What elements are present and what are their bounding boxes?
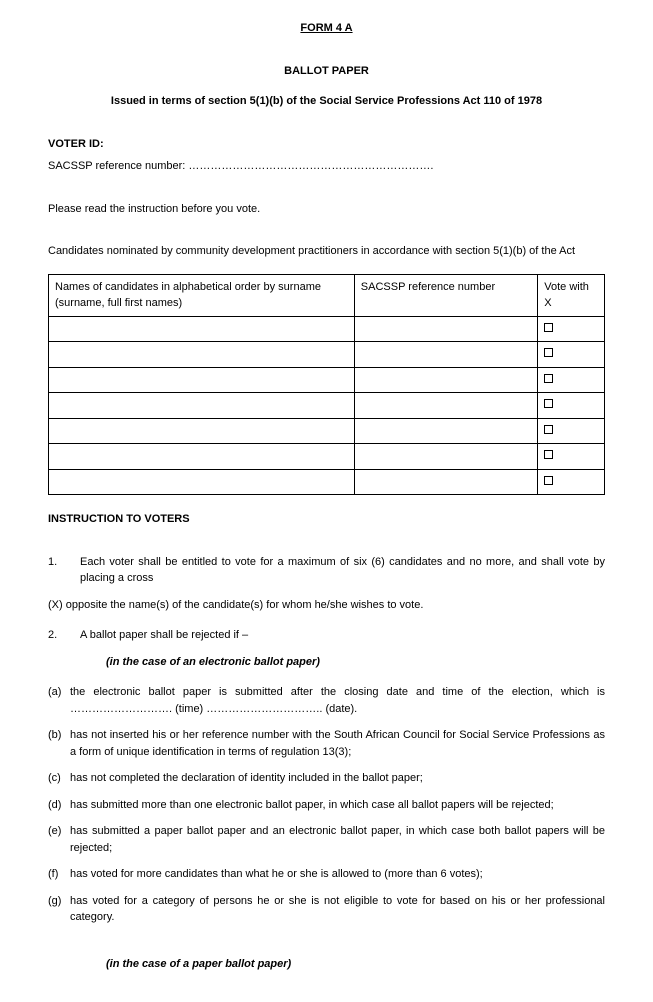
cell-vote (538, 393, 605, 419)
cell-vote (538, 316, 605, 342)
vote-checkbox[interactable] (544, 450, 553, 459)
cell-name (49, 316, 355, 342)
candidates-intro: Candidates nominated by community develo… (48, 243, 605, 260)
cell-ref (354, 316, 537, 342)
form-number: FORM 4 A (48, 20, 605, 37)
ballot-subtitle: Issued in terms of section 5(1)(b) of th… (48, 93, 605, 110)
item-g: (g) has voted for a category of persons … (48, 893, 605, 926)
cell-ref (354, 367, 537, 393)
cell-ref (354, 342, 537, 368)
vote-checkbox[interactable] (544, 425, 553, 434)
vote-checkbox[interactable] (544, 323, 553, 332)
item-d-label: (d) (48, 797, 70, 814)
case-paper: (in the case of a paper ballot paper) (48, 956, 605, 973)
table-row (49, 367, 605, 393)
item-f: (f) has voted for more candidates than w… (48, 866, 605, 883)
item-g-text: has voted for a category of persons he o… (70, 893, 605, 926)
instr-1-text-b: (X) opposite the name(s) of the candidat… (48, 597, 605, 614)
cell-ref (354, 393, 537, 419)
cell-name (49, 393, 355, 419)
cell-name (49, 469, 355, 495)
instruction-2: 2. A ballot paper shall be rejected if – (48, 627, 605, 644)
cell-name (49, 342, 355, 368)
col-header-vote: Vote with X (538, 274, 605, 316)
voter-id-label: VOTER ID: (48, 136, 605, 153)
table-row (49, 342, 605, 368)
table-row (49, 469, 605, 495)
cell-name (49, 444, 355, 470)
col-header-ref: SACSSP reference number (354, 274, 537, 316)
cell-vote (538, 342, 605, 368)
item-c: (c) has not completed the declaration of… (48, 770, 605, 787)
item-e-text: has submitted a paper ballot paper and a… (70, 823, 605, 856)
item-e-label: (e) (48, 823, 70, 856)
item-a-text: the electronic ballot paper is submitted… (70, 684, 605, 717)
ballot-title: BALLOT PAPER (48, 63, 605, 80)
table-row (49, 393, 605, 419)
item-b-text: has not inserted his or her reference nu… (70, 727, 605, 760)
item-d-text: has submitted more than one electronic b… (70, 797, 605, 814)
ref-number-line: SACSSP reference number: ………………………………………… (48, 158, 605, 175)
table-row (49, 316, 605, 342)
item-a-label: (a) (48, 684, 70, 717)
col-header-name: Names of candidates in alphabetical orde… (49, 274, 355, 316)
table-header-row: Names of candidates in alphabetical orde… (49, 274, 605, 316)
cell-name (49, 367, 355, 393)
table-row (49, 444, 605, 470)
item-a: (a) the electronic ballot paper is submi… (48, 684, 605, 717)
vote-checkbox[interactable] (544, 476, 553, 485)
pre-instruction: Please read the instruction before you v… (48, 201, 605, 218)
vote-checkbox[interactable] (544, 348, 553, 357)
cell-ref (354, 418, 537, 444)
candidates-table: Names of candidates in alphabetical orde… (48, 274, 605, 496)
instr-2-text: A ballot paper shall be rejected if – (80, 627, 605, 644)
item-b-label: (b) (48, 727, 70, 760)
cell-vote (538, 367, 605, 393)
vote-checkbox[interactable] (544, 374, 553, 383)
item-g-label: (g) (48, 893, 70, 926)
item-f-label: (f) (48, 866, 70, 883)
instructions-heading: INSTRUCTION TO VOTERS (48, 511, 605, 528)
table-row (49, 418, 605, 444)
item-f-text: has voted for more candidates than what … (70, 866, 605, 883)
cell-name (49, 418, 355, 444)
item-c-label: (c) (48, 770, 70, 787)
cell-vote (538, 469, 605, 495)
instr-2-num: 2. (48, 627, 80, 644)
item-b: (b) has not inserted his or her referenc… (48, 727, 605, 760)
item-d: (d) has submitted more than one electron… (48, 797, 605, 814)
case-electronic: (in the case of an electronic ballot pap… (48, 654, 605, 671)
cell-vote (538, 444, 605, 470)
cell-vote (538, 418, 605, 444)
cell-ref (354, 444, 537, 470)
vote-checkbox[interactable] (544, 399, 553, 408)
item-c-text: has not completed the declaration of ide… (70, 770, 605, 787)
instr-1-text-a: Each voter shall be entitled to vote for… (80, 554, 605, 587)
instruction-1: 1. Each voter shall be entitled to vote … (48, 554, 605, 587)
candidates-tbody (49, 316, 605, 495)
item-e: (e) has submitted a paper ballot paper a… (48, 823, 605, 856)
cell-ref (354, 469, 537, 495)
instr-1-num: 1. (48, 554, 80, 587)
